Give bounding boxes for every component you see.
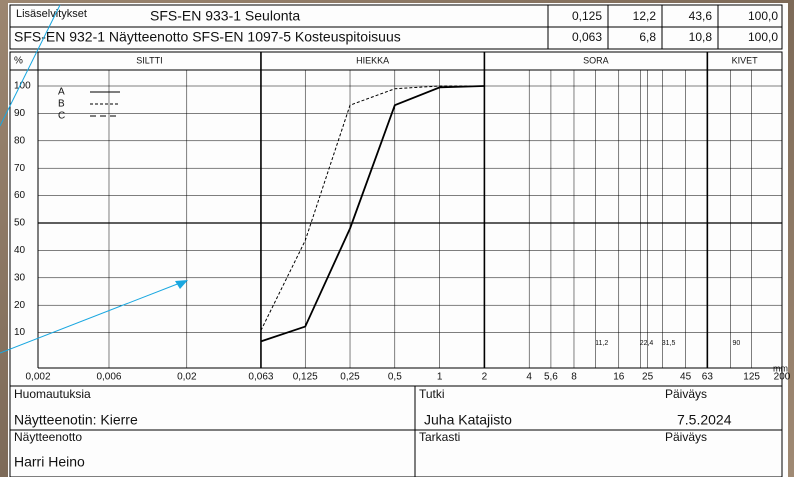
field-value: 7.5.2024 [677,412,732,428]
field-value: Juha Katajisto [424,412,512,428]
table-cell: 43,6 [689,9,713,23]
minor-tick-label: 31,5 [662,340,676,347]
y-unit: % [14,56,23,67]
zone-label: KIVET [732,55,759,65]
page: Lisäselvitykset SFS-EN 933-1 Seulonta SF… [0,0,794,477]
x-tick-label: 16 [613,372,625,383]
field-label: Näytteenotto [14,430,82,444]
field-label: Tarkasti [419,430,460,444]
y-tick-label: 100 [14,81,31,92]
x-tick-label: 2 [482,372,488,383]
y-tick-label: 80 [14,135,26,146]
field-value: Harri Heino [14,454,85,470]
field-label: Huomautuksia [14,387,91,401]
y-tick-label: 90 [14,108,26,119]
x-tick-label: 125 [743,372,760,383]
x-tick-label: 0,5 [388,372,402,383]
header-label: Lisäselvitykset [16,8,87,20]
x-tick-label: 4 [526,372,532,383]
legend-label: B [58,99,65,110]
screenshot: Lisäselvitykset SFS-EN 933-1 Seulonta SF… [0,0,794,477]
table-cell: 10,8 [689,30,713,44]
y-tick-label: 10 [14,327,26,338]
y-tick-label: 50 [14,218,26,229]
legend-label: A [58,87,65,98]
table-cell: 0,063 [572,30,602,44]
zone-label: SILTTI [136,55,162,65]
table-cell: 6,8 [639,30,656,44]
field-label: Päiväys [665,430,707,444]
y-tick-label: 30 [14,272,26,283]
y-tick-label: 70 [14,163,26,174]
method-text: SFS-EN 933-1 Seulonta [150,8,300,24]
x-unit: mm [773,363,788,373]
x-tick-label: 0,006 [96,372,121,383]
zone-label: SORA [583,55,609,65]
x-tick-label: 45 [680,372,692,383]
zone-label: HIEKKA [356,55,389,65]
x-tick-label: 0,02 [177,372,197,383]
x-tick-label: 25 [642,372,654,383]
minor-tick-label: 90 [732,340,740,347]
table-cell: 100,0 [748,9,778,23]
table-cell: 100,0 [748,30,778,44]
minor-tick-label: 22,4 [640,340,654,347]
x-tick-label: 5,6 [544,372,558,383]
table-cell: 12,2 [633,9,657,23]
x-tick-label: 8 [571,372,577,383]
x-tick-label: 1 [437,372,443,383]
paper [8,3,788,477]
x-tick-label: 0,002 [25,372,50,383]
x-tick-label: 0,063 [248,372,273,383]
minor-tick-label: 11,2 [595,340,608,347]
x-tick-label: 0,25 [340,372,360,383]
legend-label: C [58,111,65,122]
field-label: Päiväys [665,387,707,401]
x-tick-label: 63 [702,372,714,383]
y-tick-label: 40 [14,245,26,256]
y-tick-label: 60 [14,190,26,201]
method-text: SFS-EN 932-1 Näytteenotto SFS-EN 1097-5 … [14,29,401,45]
field-value: Näytteenotin: Kierre [14,412,138,428]
field-label: Tutki [419,387,445,401]
table-cell: 0,125 [572,9,602,23]
x-tick-label: 0,125 [293,372,318,383]
y-tick-label: 20 [14,300,26,311]
